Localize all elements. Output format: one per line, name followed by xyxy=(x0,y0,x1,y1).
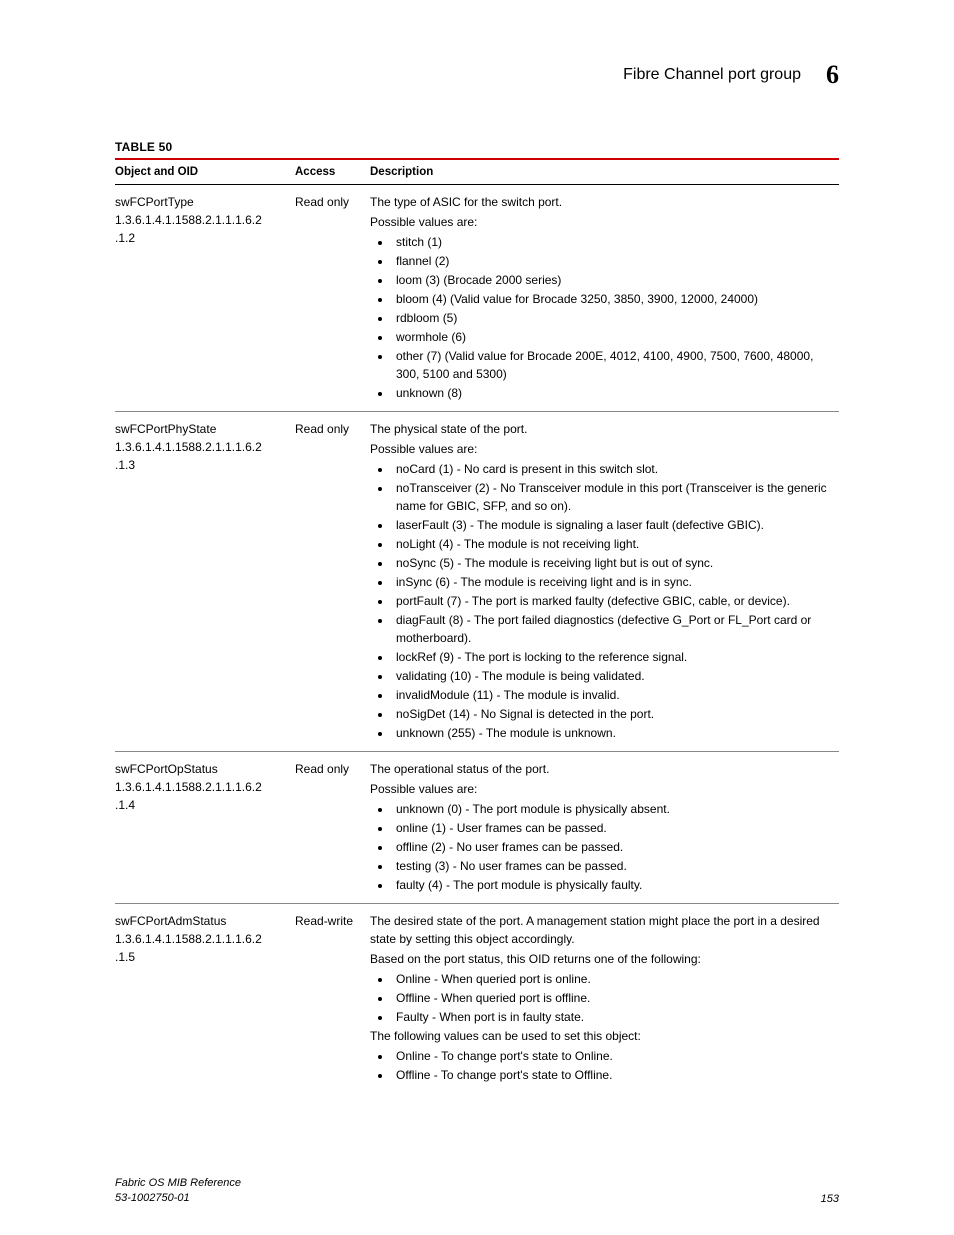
cell-description: The desired state of the port. A managem… xyxy=(370,904,839,1094)
desc-list-item: online (1) - User frames can be passed. xyxy=(392,819,831,837)
object-oid: 1.3.6.1.4.1.1588.2.1.1.1.6.2.1.5 xyxy=(115,930,287,966)
cell-access: Read only xyxy=(295,752,370,904)
cell-description: The type of ASIC for the switch port. Pos… xyxy=(370,185,839,412)
cell-access: Read-write xyxy=(295,904,370,1094)
cell-object-oid: swFCPortPhyState1.3.6.1.4.1.1588.2.1.1.1… xyxy=(115,412,295,752)
desc-list: noCard (1) - No card is present in this … xyxy=(370,460,831,742)
desc-list-item: stitch (1) xyxy=(392,233,831,251)
object-name: swFCPortOpStatus xyxy=(115,760,287,778)
desc-text: The desired state of the port. A managem… xyxy=(370,912,831,948)
desc-list-item: laserFault (3) - The module is signaling… xyxy=(392,516,831,534)
desc-list-item: testing (3) - No user frames can be pass… xyxy=(392,857,831,875)
object-name: swFCPortAdmStatus xyxy=(115,912,287,930)
desc-list-item: inSync (6) - The module is receiving lig… xyxy=(392,573,831,591)
cell-object-oid: swFCPortType1.3.6.1.4.1.1588.2.1.1.1.6.2… xyxy=(115,185,295,412)
object-oid: 1.3.6.1.4.1.1588.2.1.1.1.6.2.1.2 xyxy=(115,211,287,247)
desc-text: Possible values are: xyxy=(370,213,831,231)
cell-object-oid: swFCPortOpStatus1.3.6.1.4.1.1588.2.1.1.1… xyxy=(115,752,295,904)
desc-list-item: unknown (255) - The module is unknown. xyxy=(392,724,831,742)
desc-list-item: other (7) (Valid value for Brocade 200E,… xyxy=(392,347,831,383)
cell-description: The operational status of the port. Possi… xyxy=(370,752,839,904)
table-row: swFCPortType1.3.6.1.4.1.1588.2.1.1.1.6.2… xyxy=(115,185,839,412)
mib-table: Object and OID Access Description swFCPo… xyxy=(115,158,839,1093)
col-header-description: Description xyxy=(370,159,839,185)
desc-list: stitch (1)flannel (2)loom (3) (Brocade 2… xyxy=(370,233,831,402)
desc-text: The type of ASIC for the switch port. xyxy=(370,193,831,211)
desc-list-item: rdbloom (5) xyxy=(392,309,831,327)
object-name: swFCPortPhyState xyxy=(115,420,287,438)
desc-list-item: Online - When queried port is online. xyxy=(392,970,831,988)
object-name: swFCPortType xyxy=(115,193,287,211)
table-row: swFCPortOpStatus1.3.6.1.4.1.1588.2.1.1.1… xyxy=(115,752,839,904)
desc-list-item: invalidModule (11) - The module is inval… xyxy=(392,686,831,704)
desc-list-item: flannel (2) xyxy=(392,252,831,270)
desc-text: Possible values are: xyxy=(370,440,831,458)
object-oid: 1.3.6.1.4.1.1588.2.1.1.1.6.2.1.4 xyxy=(115,778,287,814)
header-title: Fibre Channel port group xyxy=(623,66,801,84)
desc-text: Possible values are: xyxy=(370,780,831,798)
object-oid: 1.3.6.1.4.1.1588.2.1.1.1.6.2.1.3 xyxy=(115,438,287,474)
desc-list-item: noSync (5) - The module is receiving lig… xyxy=(392,554,831,572)
desc-list-item: Faulty - When port is in faulty state. xyxy=(392,1008,831,1026)
footer-left: Fabric OS MIB Reference 53-1002750-01 xyxy=(115,1176,241,1205)
table-row: swFCPortPhyState1.3.6.1.4.1.1588.2.1.1.1… xyxy=(115,412,839,752)
page-footer: Fabric OS MIB Reference 53-1002750-01 15… xyxy=(115,1176,839,1205)
cell-access: Read only xyxy=(295,412,370,752)
desc-list-item: wormhole (6) xyxy=(392,328,831,346)
desc-text: The operational status of the port. xyxy=(370,760,831,778)
desc-list: unknown (0) - The port module is physica… xyxy=(370,800,831,894)
desc-list-item: Offline - To change port's state to Offl… xyxy=(392,1066,831,1084)
desc-list-item: lockRef (9) - The port is locking to the… xyxy=(392,648,831,666)
cell-description: The physical state of the port. Possible … xyxy=(370,412,839,752)
page-header: Fibre Channel port group 6 xyxy=(115,60,839,90)
footer-doc-number: 53-1002750-01 xyxy=(115,1191,241,1205)
desc-list-item: Offline - When queried port is offline. xyxy=(392,989,831,1007)
desc-text: The following values can be used to set … xyxy=(370,1027,831,1045)
desc-list-item: noSigDet (14) - No Signal is detected in… xyxy=(392,705,831,723)
desc-list-item: unknown (8) xyxy=(392,384,831,402)
desc-list-item: bloom (4) (Valid value for Brocade 3250,… xyxy=(392,290,831,308)
footer-page-number: 153 xyxy=(821,1193,839,1205)
table-row: swFCPortAdmStatus1.3.6.1.4.1.1588.2.1.1.… xyxy=(115,904,839,1094)
desc-list-item: noCard (1) - No card is present in this … xyxy=(392,460,831,478)
desc-list-item: faulty (4) - The port module is physical… xyxy=(392,876,831,894)
cell-object-oid: swFCPortAdmStatus1.3.6.1.4.1.1588.2.1.1.… xyxy=(115,904,295,1094)
desc-text: Based on the port status, this OID retur… xyxy=(370,950,831,968)
desc-list-item: loom (3) (Brocade 2000 series) xyxy=(392,271,831,289)
col-header-access: Access xyxy=(295,159,370,185)
desc-list: Online - To change port's state to Onlin… xyxy=(370,1047,831,1084)
desc-list-item: validating (10) - The module is being va… xyxy=(392,667,831,685)
chapter-number: 6 xyxy=(826,60,839,90)
desc-list-item: Online - To change port's state to Onlin… xyxy=(392,1047,831,1065)
desc-list-item: diagFault (8) - The port failed diagnost… xyxy=(392,611,831,647)
desc-list-item: noTransceiver (2) - No Transceiver modul… xyxy=(392,479,831,515)
desc-list-item: unknown (0) - The port module is physica… xyxy=(392,800,831,818)
cell-access: Read only xyxy=(295,185,370,412)
table-title: TABLE 50 xyxy=(115,140,839,154)
table-header-row: Object and OID Access Description xyxy=(115,159,839,185)
desc-list-item: noLight (4) - The module is not receivin… xyxy=(392,535,831,553)
col-header-object: Object and OID xyxy=(115,159,295,185)
footer-doc-title: Fabric OS MIB Reference xyxy=(115,1176,241,1190)
page-container: Fibre Channel port group 6 TABLE 50 Obje… xyxy=(0,0,954,1235)
desc-text: The physical state of the port. xyxy=(370,420,831,438)
desc-list-item: offline (2) - No user frames can be pass… xyxy=(392,838,831,856)
desc-list-item: portFault (7) - The port is marked fault… xyxy=(392,592,831,610)
desc-list: Online - When queried port is online.Off… xyxy=(370,970,831,1026)
